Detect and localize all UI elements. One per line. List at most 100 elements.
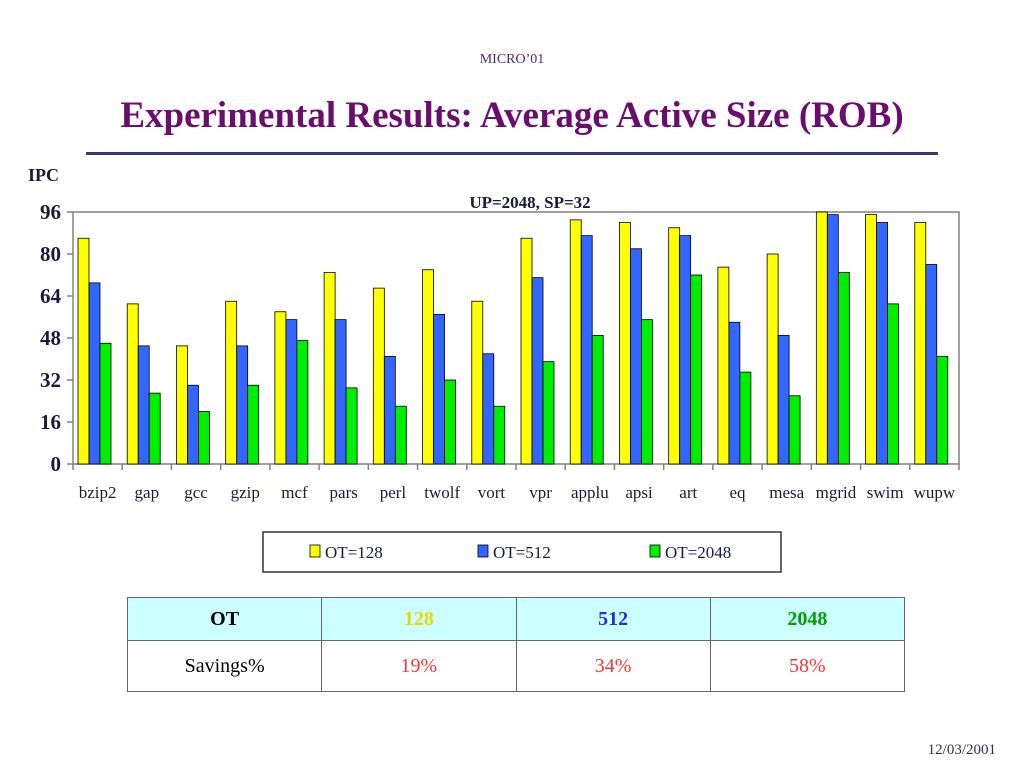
bar-OT=128-gap	[126, 303, 139, 465]
bar-OT=512-eq	[728, 321, 741, 465]
bar-OT=128-mcf	[274, 311, 287, 465]
y-axis-label: IPC	[28, 165, 59, 185]
bar-OT=128-wupw	[914, 222, 927, 465]
savings-table: OT 128 512 2048 Savings% 19% 34% 58%	[126, 597, 906, 692]
bar-OT=128-mgrid	[815, 211, 828, 465]
x-tick-label: art	[679, 483, 697, 502]
bar-OT=512-wupw	[925, 264, 938, 465]
x-tick-label: swim	[867, 483, 904, 502]
bar-OT=512-applu	[580, 235, 593, 465]
x-tick-label: pars	[330, 483, 358, 502]
header-label: MICRO’01	[479, 52, 545, 67]
bars	[77, 211, 949, 465]
bar-OT=512-mesa	[777, 334, 790, 465]
bar-OT=2048-vpr	[542, 361, 555, 465]
table-row-savings: Savings% 19% 34% 58%	[126, 640, 906, 692]
table-value-128: 19%	[321, 640, 517, 692]
bar-OT=128-swim	[865, 214, 877, 465]
bar-OT=128-twolf	[422, 269, 434, 465]
x-tick-label: twolf	[424, 483, 460, 502]
bar-OT=2048-gzip	[247, 384, 260, 465]
bar-OT=128-apsi	[619, 222, 631, 465]
bar-OT=2048-bzip2	[99, 342, 112, 465]
bar-OT=128-pars	[323, 271, 336, 465]
bar-OT=128-gcc	[176, 345, 188, 465]
table-header-512: 512	[515, 597, 711, 641]
bar-OT=512-vpr	[531, 277, 544, 465]
x-axis: bzip2 gap gcc gzip mcf pars perl twolf vort vpr ap…	[72, 464, 960, 502]
bar-OT=2048-art	[690, 274, 703, 465]
legend-swatch	[309, 544, 321, 558]
legend-swatch	[649, 544, 661, 558]
bar-chart: IPC UP=2048, SP=32 0 16 32 48 64 80 96 bzip2 ga…	[28, 165, 960, 573]
x-tick-label: mcf	[281, 483, 308, 502]
legend: OT=128 OT=512 OT=2048	[262, 531, 782, 573]
bar-OT=2048-perl	[394, 405, 407, 465]
slide-title: Experimental Results: Average Active Siz…	[120, 95, 904, 136]
x-tick-label: apsi	[625, 483, 653, 502]
bar-OT=512-vort	[482, 353, 495, 465]
y-tick-label: 48	[40, 326, 61, 350]
y-axis: 0 16 32 48 64 80 96	[40, 200, 73, 476]
x-tick-label: eq	[729, 483, 746, 502]
bar-OT=512-bzip2	[88, 282, 101, 465]
bar-OT=128-art	[668, 227, 681, 465]
x-tick-label: mgrid	[816, 483, 857, 502]
bar-OT=512-gcc	[187, 384, 199, 465]
x-tick-label: gzip	[231, 483, 260, 502]
bar-OT=2048-mesa	[788, 395, 801, 465]
bar-OT=512-swim	[876, 222, 888, 465]
bar-OT=2048-pars	[345, 387, 358, 465]
bar-OT=512-mgrid	[826, 214, 839, 465]
bar-OT=2048-swim	[887, 303, 899, 465]
table-value-2048: 58%	[709, 640, 906, 692]
x-tick-label: wupw	[914, 483, 956, 502]
y-tick-label: 16	[40, 410, 61, 434]
bar-OT=512-art	[679, 235, 692, 465]
title-divider	[86, 152, 938, 155]
y-tick-label: 0	[51, 452, 62, 476]
bar-OT=2048-gap	[148, 392, 161, 465]
bar-OT=512-twolf	[433, 313, 445, 465]
table-header-row: OT 128 512 2048	[126, 597, 906, 641]
bar-OT=2048-apsi	[641, 319, 653, 465]
table-row-label: Savings%	[126, 640, 323, 692]
x-tick-label: vpr	[529, 483, 552, 502]
legend-swatch	[477, 544, 489, 558]
bar-OT=128-perl	[372, 287, 385, 465]
bar-OT=512-gap	[137, 345, 150, 465]
bar-OT=2048-mgrid	[837, 271, 850, 465]
bar-OT=2048-applu	[591, 334, 604, 465]
table-header-128: 128	[321, 597, 517, 641]
bar-OT=2048-mcf	[296, 340, 309, 465]
x-tick-label: bzip2	[79, 483, 117, 502]
x-tick-label: gcc	[184, 483, 208, 502]
bar-OT=128-mesa	[766, 253, 779, 465]
bar-OT=512-apsi	[630, 248, 642, 465]
y-tick-label: 80	[40, 242, 61, 266]
table-header-ot: OT	[126, 597, 323, 641]
legend-label: OT=128	[325, 543, 383, 562]
bar-OT=512-pars	[334, 319, 347, 465]
bar-OT=512-gzip	[236, 345, 249, 465]
bar-OT=128-applu	[569, 219, 582, 465]
legend-box	[262, 531, 782, 573]
chart-subtitle: UP=2048, SP=32	[469, 193, 590, 212]
bar-OT=128-vort	[471, 300, 484, 465]
plot-area	[72, 211, 960, 465]
bar-OT=2048-wupw	[936, 355, 949, 465]
bar-OT=128-bzip2	[77, 237, 90, 465]
bar-OT=128-gzip	[225, 300, 238, 465]
x-tick-label: perl	[380, 483, 407, 502]
bar-OT=512-perl	[383, 355, 396, 465]
bar-OT=2048-vort	[493, 405, 506, 465]
legend-label: OT=2048	[665, 543, 731, 562]
x-tick-label: gap	[135, 483, 160, 502]
footer-date: 12/03/2001	[927, 742, 996, 758]
y-tick-label: 96	[40, 200, 61, 224]
x-tick-label: vort	[478, 483, 506, 502]
x-tick-label: mesa	[769, 483, 804, 502]
legend-label: OT=512	[493, 543, 551, 562]
table-value-512: 34%	[515, 640, 711, 692]
bar-OT=2048-eq	[739, 371, 752, 465]
